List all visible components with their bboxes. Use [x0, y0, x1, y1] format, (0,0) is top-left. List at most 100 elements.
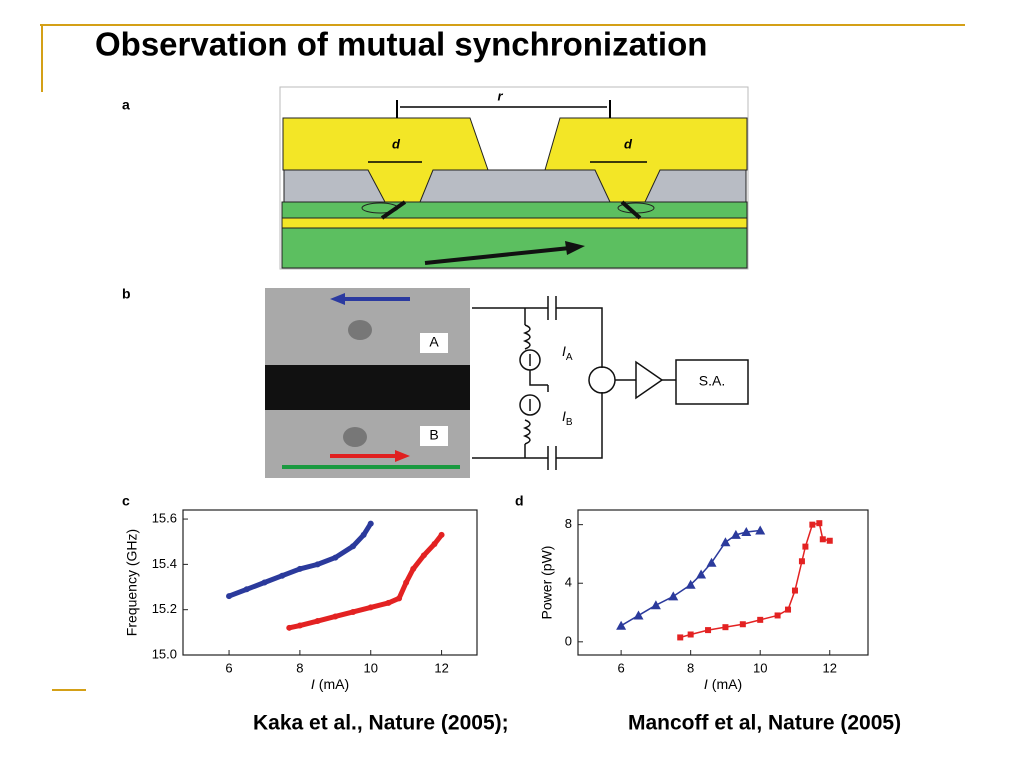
point [819, 536, 826, 543]
point [314, 561, 321, 568]
dim-label: r [497, 88, 503, 103]
point [785, 606, 792, 613]
x-tick-label: 10 [364, 660, 378, 675]
point [677, 634, 684, 641]
panel-label: b [122, 286, 131, 302]
arrow [380, 200, 407, 220]
point [243, 586, 250, 593]
y-axis-label: Power (pW) [539, 546, 555, 620]
x-axis-label: I (mA) [311, 676, 349, 692]
point [802, 543, 809, 550]
point [650, 600, 661, 610]
label-box [420, 333, 448, 353]
subscript: B [566, 417, 573, 428]
point [296, 565, 303, 572]
y-tick-label: 4 [565, 575, 572, 590]
point [826, 537, 833, 544]
citation: Kaka et al., Nature (2005); [253, 712, 509, 735]
point [706, 557, 717, 567]
y-tick-label: 15.4 [152, 556, 177, 571]
point [403, 579, 410, 586]
dim-label: d [624, 136, 633, 151]
arrow [395, 450, 410, 462]
point [791, 587, 798, 594]
point [757, 616, 764, 623]
point [809, 521, 816, 528]
point [279, 572, 286, 579]
point [668, 591, 679, 601]
panel-b: b A B IA IB S.A. [122, 286, 749, 478]
point [685, 579, 696, 589]
point [687, 631, 694, 638]
layer [283, 169, 747, 203]
point [798, 558, 805, 565]
arrow [620, 200, 642, 220]
unit: (mA) [712, 676, 742, 692]
point [696, 569, 707, 579]
x-tick-label: 10 [753, 660, 767, 675]
label-box [420, 426, 448, 446]
point [226, 593, 233, 600]
y-tick-label: 8 [565, 516, 572, 531]
circuit [472, 296, 749, 470]
spot [343, 427, 367, 447]
panel-a: a r d d [122, 86, 749, 270]
symbol: I [311, 676, 315, 692]
point [633, 610, 644, 620]
dim-label: d [392, 136, 401, 151]
unit: (mA) [319, 676, 349, 692]
spot [348, 320, 372, 340]
series-line [680, 522, 830, 639]
point [410, 565, 417, 572]
y-tick-label: 15.2 [152, 601, 177, 616]
point [367, 520, 374, 527]
series-line [228, 522, 373, 599]
layer [281, 201, 748, 219]
electrode [544, 117, 748, 203]
panel-label: a [122, 97, 130, 113]
symbol: I [562, 408, 566, 424]
layer [281, 217, 748, 229]
point [438, 531, 445, 538]
point [431, 540, 438, 547]
x-tick-label: 6 [618, 660, 625, 675]
point [741, 526, 752, 536]
point [350, 608, 357, 615]
subscript: A [566, 352, 573, 363]
citation: Mancoff et al, Nature (2005) [628, 712, 901, 735]
panel-label: c [122, 493, 130, 509]
point [396, 595, 403, 602]
y-tick-label: 15.6 [152, 511, 177, 526]
arrow [424, 246, 571, 265]
micrograph-gap [265, 365, 470, 410]
point [385, 599, 392, 606]
series-line [620, 529, 761, 627]
plot-frame [182, 509, 478, 656]
y-axis-label: Frequency (GHz) [124, 529, 140, 636]
x-axis-label: I (mA) [704, 676, 742, 692]
x-tick-label: 6 [225, 660, 232, 675]
arrow [330, 293, 345, 305]
y-tick-label: 0 [565, 633, 572, 648]
point [705, 627, 712, 634]
point [722, 624, 729, 631]
x-tick-label: 12 [434, 660, 448, 675]
plot-frame [577, 509, 869, 656]
current-label: IA [562, 343, 573, 363]
electrode [282, 117, 489, 203]
point [755, 525, 766, 535]
point [261, 579, 268, 586]
x-tick-label: 8 [296, 660, 303, 675]
point [367, 604, 374, 611]
point [616, 620, 627, 630]
point [332, 554, 339, 561]
point [730, 529, 741, 539]
point [739, 621, 746, 628]
point [332, 613, 339, 620]
x-tick-label: 8 [687, 660, 694, 675]
point [720, 537, 731, 547]
analyzer-label: S.A. [699, 373, 725, 389]
point [360, 531, 367, 538]
panel-label: d [515, 493, 524, 509]
